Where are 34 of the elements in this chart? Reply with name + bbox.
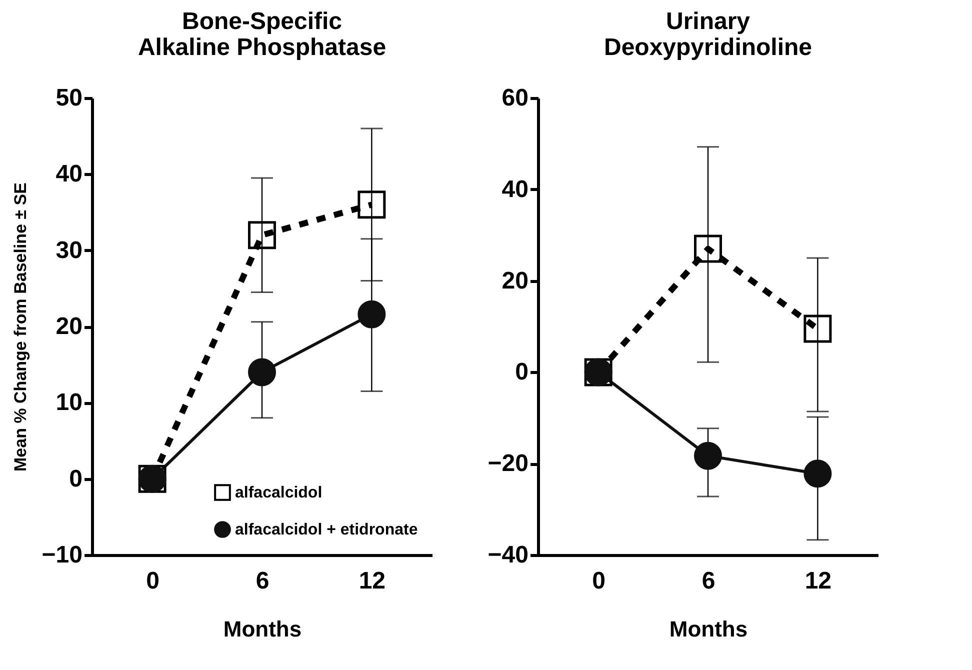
x-tick-label: 0 [146, 568, 160, 594]
y-tick-label: 40 [502, 176, 528, 203]
point [248, 358, 276, 386]
point [694, 442, 722, 470]
chart-title: Urinary Deoxypyridinoline [604, 8, 812, 61]
y-tick-label: 0 [69, 465, 82, 492]
y-tick-label: 20 [502, 267, 528, 294]
x-axis-title: Months [223, 616, 302, 642]
y-tick-label: −20 [488, 450, 528, 478]
y-tick-label: −40 [488, 542, 528, 568]
x-axis-title: Months [669, 616, 748, 642]
y-axis-title: Mean % Change from Baseline ± SE [10, 182, 30, 472]
y-tick-label: 60 [502, 84, 528, 112]
x-tick-label: 12 [804, 568, 832, 594]
y-tick-label: 0 [515, 358, 528, 386]
chart-title: Bone-Specific Alkaline Phosphatase [138, 8, 386, 61]
point [358, 300, 386, 328]
y-tick-label: 20 [56, 313, 82, 340]
legend-label: alfacalcidol [235, 484, 322, 502]
y-tick-label: 40 [56, 160, 82, 188]
y-tick-label: 50 [56, 84, 82, 112]
x-tick-label: 0 [592, 568, 606, 594]
y-tick-label: 10 [56, 389, 82, 416]
x-tick-label: 6 [702, 568, 716, 594]
y-tick-label: −10 [42, 542, 82, 568]
point [248, 221, 276, 250]
point [694, 234, 722, 263]
point [358, 190, 386, 219]
legend-label: alfacalcidol + etidronate [235, 522, 418, 538]
x-tick-label: 12 [358, 568, 386, 594]
point [804, 460, 832, 488]
x-tick-label: 6 [256, 568, 270, 594]
y-tick-label: 30 [56, 236, 82, 264]
point [804, 314, 832, 343]
